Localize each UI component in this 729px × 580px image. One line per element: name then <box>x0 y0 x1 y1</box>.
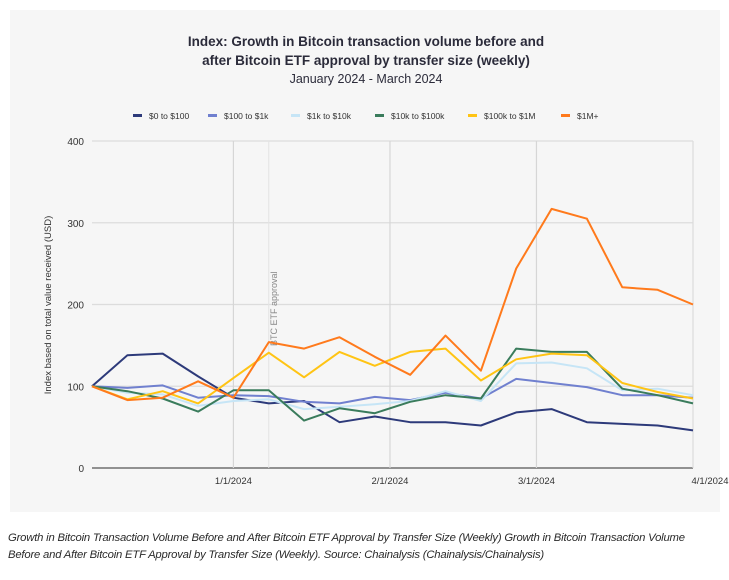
x-tick-label: 1/1/2024 <box>215 476 252 487</box>
legend-swatch <box>291 114 300 117</box>
series-line <box>91 347 694 422</box>
y-tick-label: 100 <box>67 382 84 393</box>
series-line <box>91 361 694 411</box>
series-line <box>91 207 694 402</box>
legend-label: $100 to $1k <box>224 111 269 121</box>
series-line <box>91 347 694 405</box>
legend-swatch <box>468 114 477 117</box>
legend-swatch <box>208 114 217 117</box>
legend-swatch <box>133 114 142 117</box>
figure-caption: Growth in Bitcoin Transaction Volume Bef… <box>8 532 685 561</box>
chart-title-line1: Index: Growth in Bitcoin transaction vol… <box>188 34 544 49</box>
legend-label: $10k to $100k <box>391 111 445 121</box>
chart-title-line2: after Bitcoin ETF approval by transfer s… <box>202 53 530 68</box>
y-tick-label: 400 <box>67 137 84 148</box>
etf-approval-annotation: BTC ETF approval <box>269 271 279 346</box>
chart-panel <box>10 10 720 512</box>
legend-label: $0 to $100 <box>149 111 189 121</box>
x-tick-label: 4/1/2024 <box>692 476 729 487</box>
legend-label: $1M+ <box>577 111 599 121</box>
legend-swatch <box>561 114 570 117</box>
chart-subtitle: January 2024 - March 2024 <box>290 72 443 86</box>
legend-swatch <box>375 114 384 117</box>
series-line <box>91 377 694 405</box>
series-line <box>91 352 694 432</box>
legend-label: $100k to $1M <box>484 111 536 121</box>
y-tick-label: 200 <box>67 301 84 312</box>
y-tick-label: 300 <box>67 219 84 230</box>
x-tick-label: 3/1/2024 <box>518 476 555 487</box>
legend-label: $1k to $10k <box>307 111 352 121</box>
line-chart: Index: Growth in Bitcoin transaction vol… <box>43 34 729 487</box>
y-tick-label: 0 <box>78 464 84 475</box>
y-axis-label: Index based on total value received (USD… <box>43 216 54 395</box>
x-tick-label: 2/1/2024 <box>371 476 408 487</box>
